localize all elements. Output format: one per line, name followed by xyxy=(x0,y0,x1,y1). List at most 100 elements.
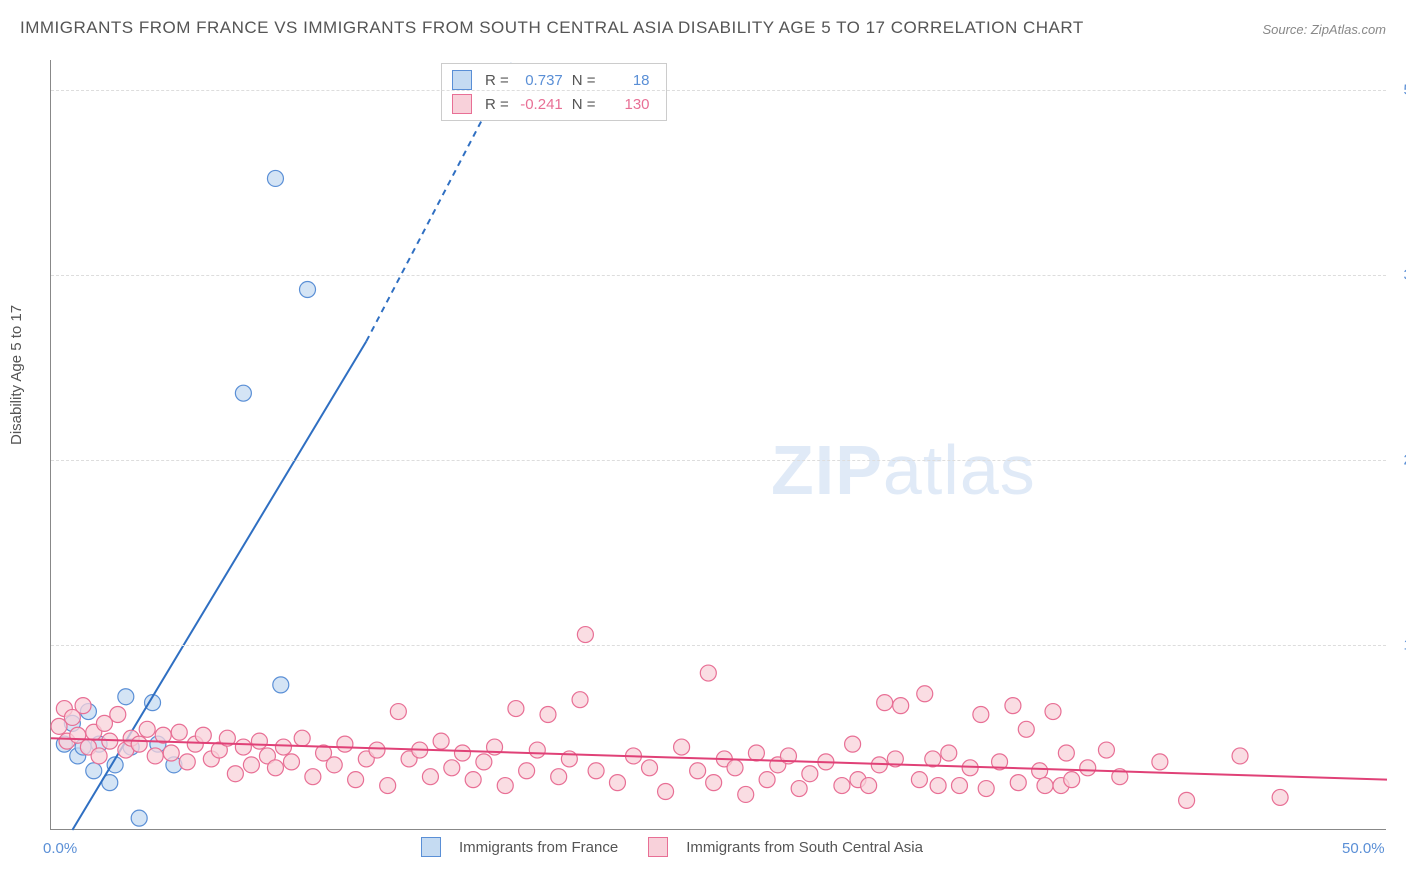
data-point xyxy=(267,760,283,776)
legend-item-label: Immigrants from South Central Asia xyxy=(686,839,923,856)
source-attribution: Source: ZipAtlas.com xyxy=(1262,22,1386,37)
data-point xyxy=(195,727,211,743)
legend-r-value: 0.737 xyxy=(515,72,563,89)
data-point xyxy=(390,704,406,720)
legend-r-label: R = xyxy=(485,96,509,113)
data-point xyxy=(674,739,690,755)
data-point xyxy=(131,810,147,826)
legend-n-label: N = xyxy=(572,72,596,89)
y-tick-label: 50.0% xyxy=(1391,81,1406,98)
data-point xyxy=(294,730,310,746)
data-point xyxy=(86,763,102,779)
data-point xyxy=(791,781,807,797)
data-point xyxy=(738,786,754,802)
data-point xyxy=(1272,789,1288,805)
data-point xyxy=(235,385,251,401)
data-point xyxy=(1045,704,1061,720)
data-point xyxy=(978,781,994,797)
data-point xyxy=(706,775,722,791)
legend-row: R = -0.241 N = 130 xyxy=(452,92,656,116)
data-point xyxy=(572,692,588,708)
data-point xyxy=(588,763,604,779)
data-point xyxy=(941,745,957,761)
data-point xyxy=(171,724,187,740)
chart-title: IMMIGRANTS FROM FRANCE VS IMMIGRANTS FRO… xyxy=(20,18,1084,38)
data-point xyxy=(911,772,927,788)
data-point xyxy=(131,736,147,752)
data-point xyxy=(179,754,195,770)
data-point xyxy=(110,707,126,723)
data-point xyxy=(465,772,481,788)
legend-swatch-icon xyxy=(648,837,668,857)
data-point xyxy=(337,736,353,752)
legend-n-value: 130 xyxy=(602,96,650,113)
data-point xyxy=(1018,721,1034,737)
data-point xyxy=(163,745,179,761)
legend-item-label: Immigrants from France xyxy=(459,839,618,856)
grid-line xyxy=(51,90,1386,91)
data-point xyxy=(1032,763,1048,779)
data-point xyxy=(951,778,967,794)
series-legend: Immigrants from France Immigrants from So… xyxy=(421,837,923,857)
data-point xyxy=(235,739,251,755)
data-point xyxy=(91,748,107,764)
data-point xyxy=(300,282,316,298)
data-point xyxy=(727,760,743,776)
data-point xyxy=(508,701,524,717)
data-point xyxy=(75,698,91,714)
y-axis-label: Disability Age 5 to 17 xyxy=(8,305,25,445)
legend-r-value: -0.241 xyxy=(515,96,563,113)
data-point xyxy=(1005,698,1021,714)
data-point xyxy=(802,766,818,782)
data-point xyxy=(422,769,438,785)
data-point xyxy=(227,766,243,782)
data-point xyxy=(1058,745,1074,761)
chart-plot-area: ZIPatlas R =0.737N =18R =-0.241N =130 Im… xyxy=(50,60,1386,830)
grid-line xyxy=(51,460,1386,461)
data-point xyxy=(658,784,674,800)
data-point xyxy=(700,665,716,681)
legend-swatch-icon xyxy=(421,837,441,857)
data-point xyxy=(348,772,364,788)
data-point xyxy=(380,778,396,794)
data-point xyxy=(845,736,861,752)
data-point xyxy=(551,769,567,785)
data-point xyxy=(454,745,470,761)
data-point xyxy=(305,769,321,785)
data-point xyxy=(861,778,877,794)
data-point xyxy=(577,627,593,643)
data-point xyxy=(877,695,893,711)
legend-n-value: 18 xyxy=(602,72,650,89)
data-point xyxy=(1064,772,1080,788)
data-point xyxy=(609,775,625,791)
data-point xyxy=(1010,775,1026,791)
data-point xyxy=(759,772,775,788)
data-point xyxy=(369,742,385,758)
x-tick-label: 50.0% xyxy=(1342,840,1385,857)
legend-r-label: R = xyxy=(485,72,509,89)
data-point xyxy=(1152,754,1168,770)
legend-swatch-icon xyxy=(452,70,472,90)
data-point xyxy=(275,739,291,755)
data-point xyxy=(973,707,989,723)
data-point xyxy=(642,760,658,776)
data-point xyxy=(251,733,267,749)
data-point xyxy=(243,757,259,773)
data-point xyxy=(1232,748,1248,764)
legend-swatch-icon xyxy=(452,94,472,114)
data-point xyxy=(519,763,535,779)
data-point xyxy=(834,778,850,794)
data-point xyxy=(748,745,764,761)
legend-n-label: N = xyxy=(572,96,596,113)
data-point xyxy=(690,763,706,779)
data-point xyxy=(444,760,460,776)
data-point xyxy=(273,677,289,693)
data-point xyxy=(893,698,909,714)
data-point xyxy=(917,686,933,702)
data-point xyxy=(1179,792,1195,808)
data-point xyxy=(326,757,342,773)
data-point xyxy=(267,170,283,186)
data-point xyxy=(283,754,299,770)
data-point xyxy=(1098,742,1114,758)
x-tick-label: 0.0% xyxy=(43,840,77,857)
